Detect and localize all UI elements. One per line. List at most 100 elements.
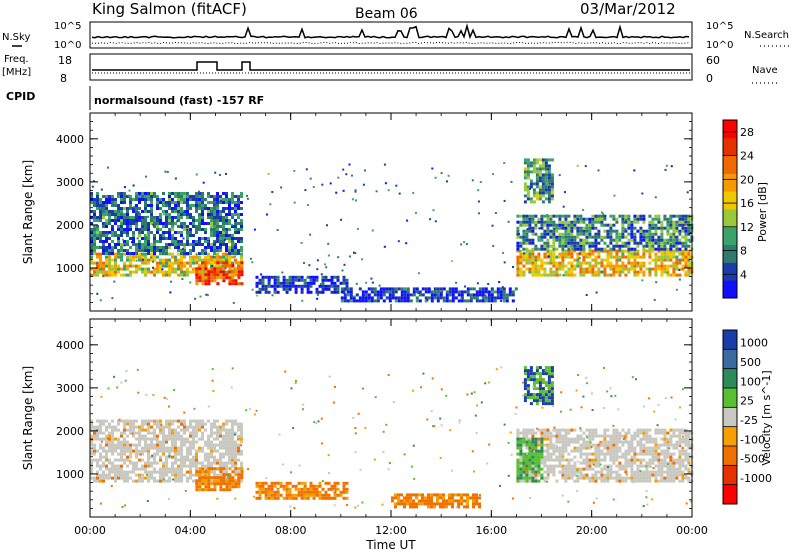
heatmap-cell [406,493,409,497]
heatmap-cell [547,393,551,397]
heatmap-cell [595,291,598,294]
heatmap-cell [138,452,141,456]
heatmap-cell [237,434,240,438]
heatmap-cell [96,264,99,268]
heatmap-cell [478,505,481,509]
heatmap-cell [519,461,523,465]
heatmap-cell [678,241,682,245]
heatmap-cell [210,195,213,198]
heatmap-cell [113,280,116,283]
power-colorbar-tick: 16 [740,197,754,210]
heatmap-cell [540,223,544,227]
heatmap-cell [532,381,536,385]
heatmap-cell [159,467,162,471]
heatmap-cell [261,281,265,285]
heatmap-cell [519,446,523,450]
heatmap-cell [123,446,126,450]
heatmap-cell [561,232,565,236]
heatmap-cell [222,461,225,465]
heatmap-cell [141,479,144,483]
heatmap-cell [582,241,586,245]
heatmap-cell [141,446,144,450]
heatmap-cell [93,225,96,228]
heatmap-cell [648,273,652,277]
heatmap-cell [442,499,445,503]
heatmap-cell [567,235,571,239]
freq-label: Freq. [4,54,29,65]
heatmap-cell [111,234,114,237]
heatmap-cell [519,476,523,480]
heatmap-cell [210,476,214,480]
heatmap-cell [120,246,123,249]
heatmap-cell [543,220,547,224]
heatmap-cell [111,461,114,465]
heatmap-cell [684,437,688,441]
heatmap-cell [516,464,520,468]
heatmap-cell [496,287,500,291]
heatmap-cell [219,485,223,489]
heatmap-cell [684,440,688,444]
heatmap-cell [526,170,530,174]
heatmap-cell [105,449,108,453]
heatmap-cell [123,216,126,219]
heatmap-cell [174,255,177,259]
heatmap-cell [466,502,469,506]
heatmap-cell [534,467,538,471]
heatmap-cell [642,261,646,265]
heatmap-cell [321,290,325,294]
heatmap-cell [105,425,108,429]
heatmap-cell [270,490,274,494]
heatmap-cell [594,452,598,456]
heatmap-cell [258,481,262,485]
heatmap-cell [490,287,494,291]
heatmap-cell [472,493,475,497]
heatmap-cell [141,249,144,252]
heatmap-cell [228,428,231,432]
heatmap-cell [636,255,640,259]
heatmap-cell [276,281,280,285]
heatmap-cell [343,287,347,291]
heatmap-cell [651,249,655,253]
heatmap-cell [240,473,244,477]
heatmap-cell [525,235,529,239]
heatmap-cell [144,261,147,265]
heatmap-cell [561,249,565,253]
heatmap-cell [582,209,585,211]
heatmap-cell [306,204,309,206]
heatmap-cell [291,281,295,285]
heatmap-cell [207,243,210,246]
heatmap-cell [267,493,271,497]
heatmap-cell [189,422,192,426]
heatmap-cell [603,223,607,227]
heatmap-cell [231,276,235,280]
heatmap-cell [630,479,634,483]
heatmap-cell [108,195,111,198]
heatmap-cell [578,252,581,255]
heatmap-cell [576,467,580,471]
heatmap-cell [549,261,553,265]
heatmap-cell [132,467,135,471]
heatmap-cell [219,476,223,480]
colorbar-swatch [723,155,737,174]
heatmap-cell [147,464,150,468]
heatmap-cell [135,207,138,210]
heatmap-cell [204,428,207,432]
heatmap-cell [544,191,548,195]
heatmap-cell [529,369,533,373]
heatmap-cell [267,284,271,288]
heatmap-cell [636,244,640,248]
heatmap-cell [231,264,235,268]
heatmap-cell [612,214,616,218]
heatmap-cell [138,476,141,480]
heatmap-cell [189,281,192,284]
heatmap-cell [397,496,400,500]
heatmap-cell [315,278,319,282]
heatmap-cell [535,381,539,385]
heatmap-cell [549,217,553,221]
heatmap-cell [204,452,207,456]
heatmap-cell [165,425,168,429]
heatmap-cell [111,204,114,207]
heatmap-cell [567,241,571,245]
heatmap-cell [147,231,150,234]
heatmap-cell [544,402,548,406]
